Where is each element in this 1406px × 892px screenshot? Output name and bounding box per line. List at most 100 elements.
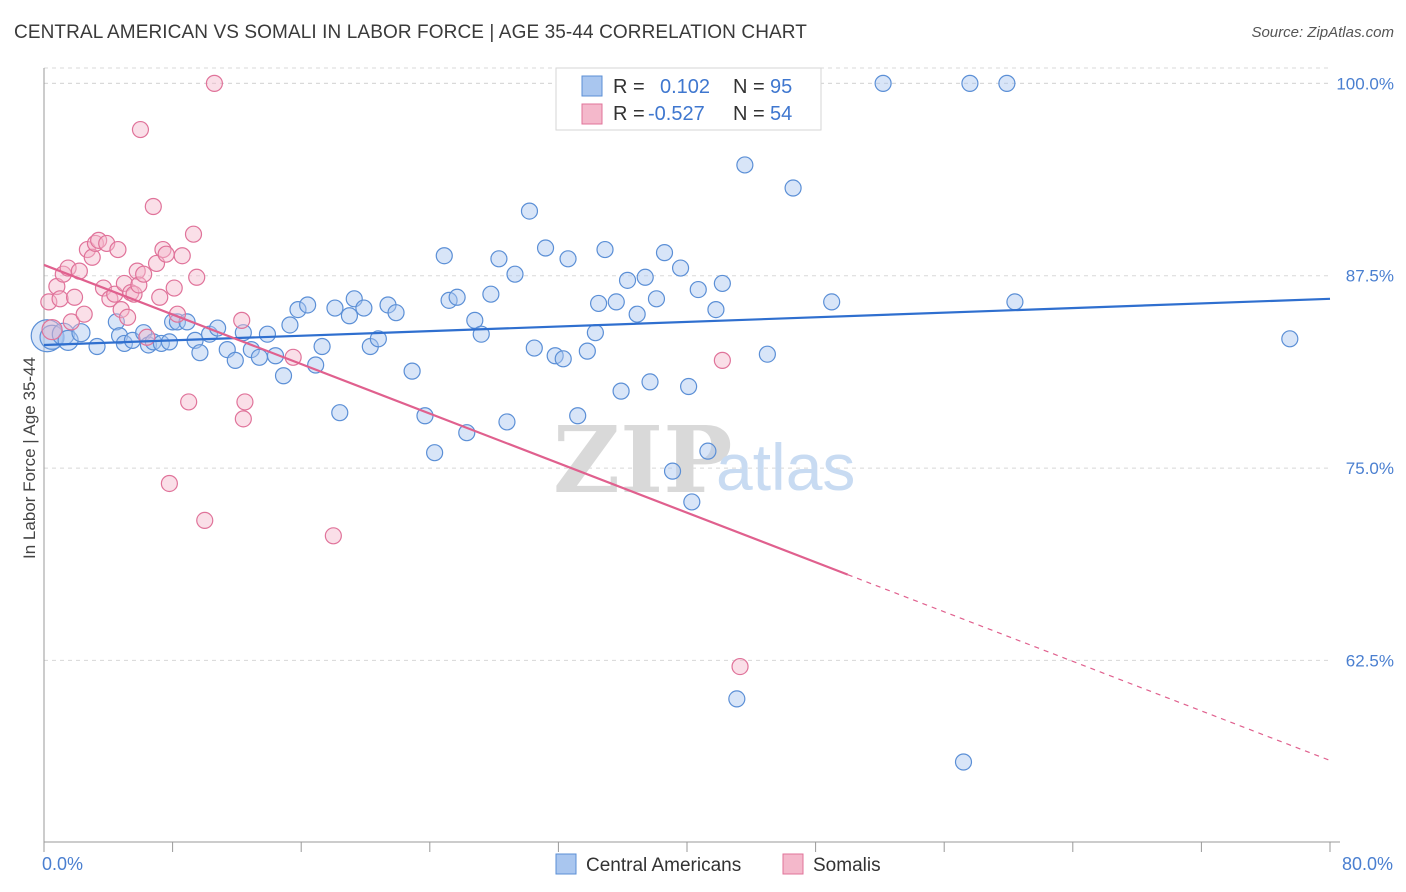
point-somali bbox=[83, 248, 101, 266]
point-central-american bbox=[355, 299, 373, 317]
point-somali bbox=[188, 268, 206, 286]
watermark-atlas: atlas bbox=[716, 430, 855, 504]
legend-swatch-blue bbox=[581, 75, 603, 97]
y-tick-labels: 100.0% 87.5% 75.0% 62.5% bbox=[1336, 74, 1394, 670]
point-somali bbox=[157, 245, 175, 263]
point-somali bbox=[324, 527, 342, 545]
point-somali bbox=[180, 393, 198, 411]
point-somali bbox=[160, 474, 178, 493]
point-somali bbox=[144, 197, 162, 216]
point-central-american bbox=[191, 344, 209, 362]
point-somali bbox=[713, 351, 731, 369]
point-central-american bbox=[387, 304, 405, 322]
trend-line-somalis bbox=[43, 263, 849, 576]
point-central-american bbox=[1281, 330, 1299, 348]
source-credit: Source: ZipAtlas.com bbox=[1251, 24, 1394, 41]
point-central-american bbox=[426, 444, 444, 462]
point-central-american bbox=[607, 293, 625, 311]
point-central-american bbox=[636, 268, 654, 286]
point-central-american bbox=[671, 259, 690, 277]
point-somali bbox=[75, 305, 93, 323]
legend-swatch-pink bbox=[581, 103, 603, 125]
point-central-american bbox=[586, 324, 604, 342]
point-somali bbox=[233, 311, 251, 329]
point-central-american bbox=[680, 377, 698, 396]
trend-line-somalis-extrapolated bbox=[847, 574, 1331, 762]
point-central-american bbox=[299, 296, 317, 314]
point-central-american bbox=[758, 345, 776, 363]
point-somali bbox=[135, 265, 153, 283]
point-central-american bbox=[498, 413, 516, 431]
point-somali bbox=[731, 657, 749, 676]
point-central-american bbox=[589, 294, 608, 313]
stats-legend: R = 0.102 N = 95 R = -0.527 N = 54 bbox=[555, 67, 822, 131]
point-somali bbox=[130, 276, 148, 294]
point-central-american bbox=[628, 305, 646, 323]
point-central-american bbox=[274, 367, 293, 385]
point-central-american bbox=[536, 239, 555, 257]
point-central-american bbox=[874, 74, 892, 92]
point-central-american bbox=[313, 337, 331, 356]
point-central-american bbox=[707, 300, 725, 319]
point-central-american bbox=[683, 493, 701, 511]
point-somali bbox=[236, 393, 254, 411]
point-somali bbox=[165, 279, 183, 297]
point-somali bbox=[173, 247, 191, 265]
point-somali bbox=[118, 308, 137, 326]
point-central-american bbox=[699, 442, 717, 460]
point-somali bbox=[65, 288, 84, 306]
axes bbox=[43, 68, 1340, 852]
point-central-american bbox=[525, 339, 543, 357]
trend-lines bbox=[43, 263, 1331, 762]
trend-line-central-americans bbox=[43, 297, 1331, 347]
x-tick-labels: 0.0% 80.0% bbox=[42, 854, 1393, 874]
chart-title: CENTRAL AMERICAN VS SOMALI IN LABOR FORC… bbox=[14, 22, 807, 43]
point-somali bbox=[184, 225, 203, 243]
series-legend-swatch-pink bbox=[782, 853, 804, 875]
point-central-american bbox=[369, 330, 387, 348]
point-central-american bbox=[258, 325, 277, 343]
point-central-american bbox=[663, 462, 682, 480]
y-tick-label: 62.5% bbox=[1346, 651, 1394, 670]
point-somali bbox=[40, 293, 58, 311]
point-somali bbox=[138, 328, 156, 346]
x-tick-label: 0.0% bbox=[42, 854, 83, 874]
point-central-american bbox=[954, 753, 973, 771]
point-central-american bbox=[403, 362, 421, 380]
point-somali bbox=[131, 120, 150, 139]
legend-r-value-2: -0.527 bbox=[648, 103, 705, 125]
point-central-american bbox=[647, 290, 666, 308]
point-central-american bbox=[736, 156, 754, 174]
point-central-american bbox=[281, 316, 299, 334]
y-tick-label: 75.0% bbox=[1346, 459, 1394, 478]
y-tick-label: 87.5% bbox=[1346, 267, 1394, 286]
point-central-american bbox=[823, 293, 841, 311]
point-central-american bbox=[998, 74, 1016, 92]
point-central-american bbox=[506, 265, 524, 283]
point-central-american bbox=[520, 202, 539, 220]
point-somali bbox=[51, 290, 69, 308]
point-central-american bbox=[490, 250, 508, 268]
point-central-american bbox=[482, 285, 500, 303]
point-somali bbox=[151, 288, 169, 306]
point-central-american bbox=[612, 382, 630, 400]
point-central-american bbox=[448, 288, 466, 306]
point-central-american bbox=[784, 179, 802, 197]
legend-n-label-2: N = bbox=[733, 103, 765, 125]
y-tick-label: 100.0% bbox=[1336, 74, 1394, 93]
legend-r-value-1: 0.102 bbox=[660, 76, 710, 98]
point-somali bbox=[234, 410, 252, 428]
legend-n-value-2: 54 bbox=[770, 103, 792, 125]
point-central-american bbox=[596, 240, 614, 259]
point-somali bbox=[154, 240, 172, 259]
legend-r-label-2: R = bbox=[613, 103, 645, 125]
point-somali bbox=[109, 240, 127, 259]
point-central-american bbox=[289, 300, 307, 319]
point-central-american bbox=[435, 247, 453, 265]
point-central-american bbox=[618, 271, 637, 289]
point-central-american bbox=[331, 404, 349, 422]
point-central-american bbox=[466, 311, 484, 329]
series-legend: Central Americans Somalis bbox=[555, 853, 881, 876]
point-central-american bbox=[554, 350, 572, 368]
